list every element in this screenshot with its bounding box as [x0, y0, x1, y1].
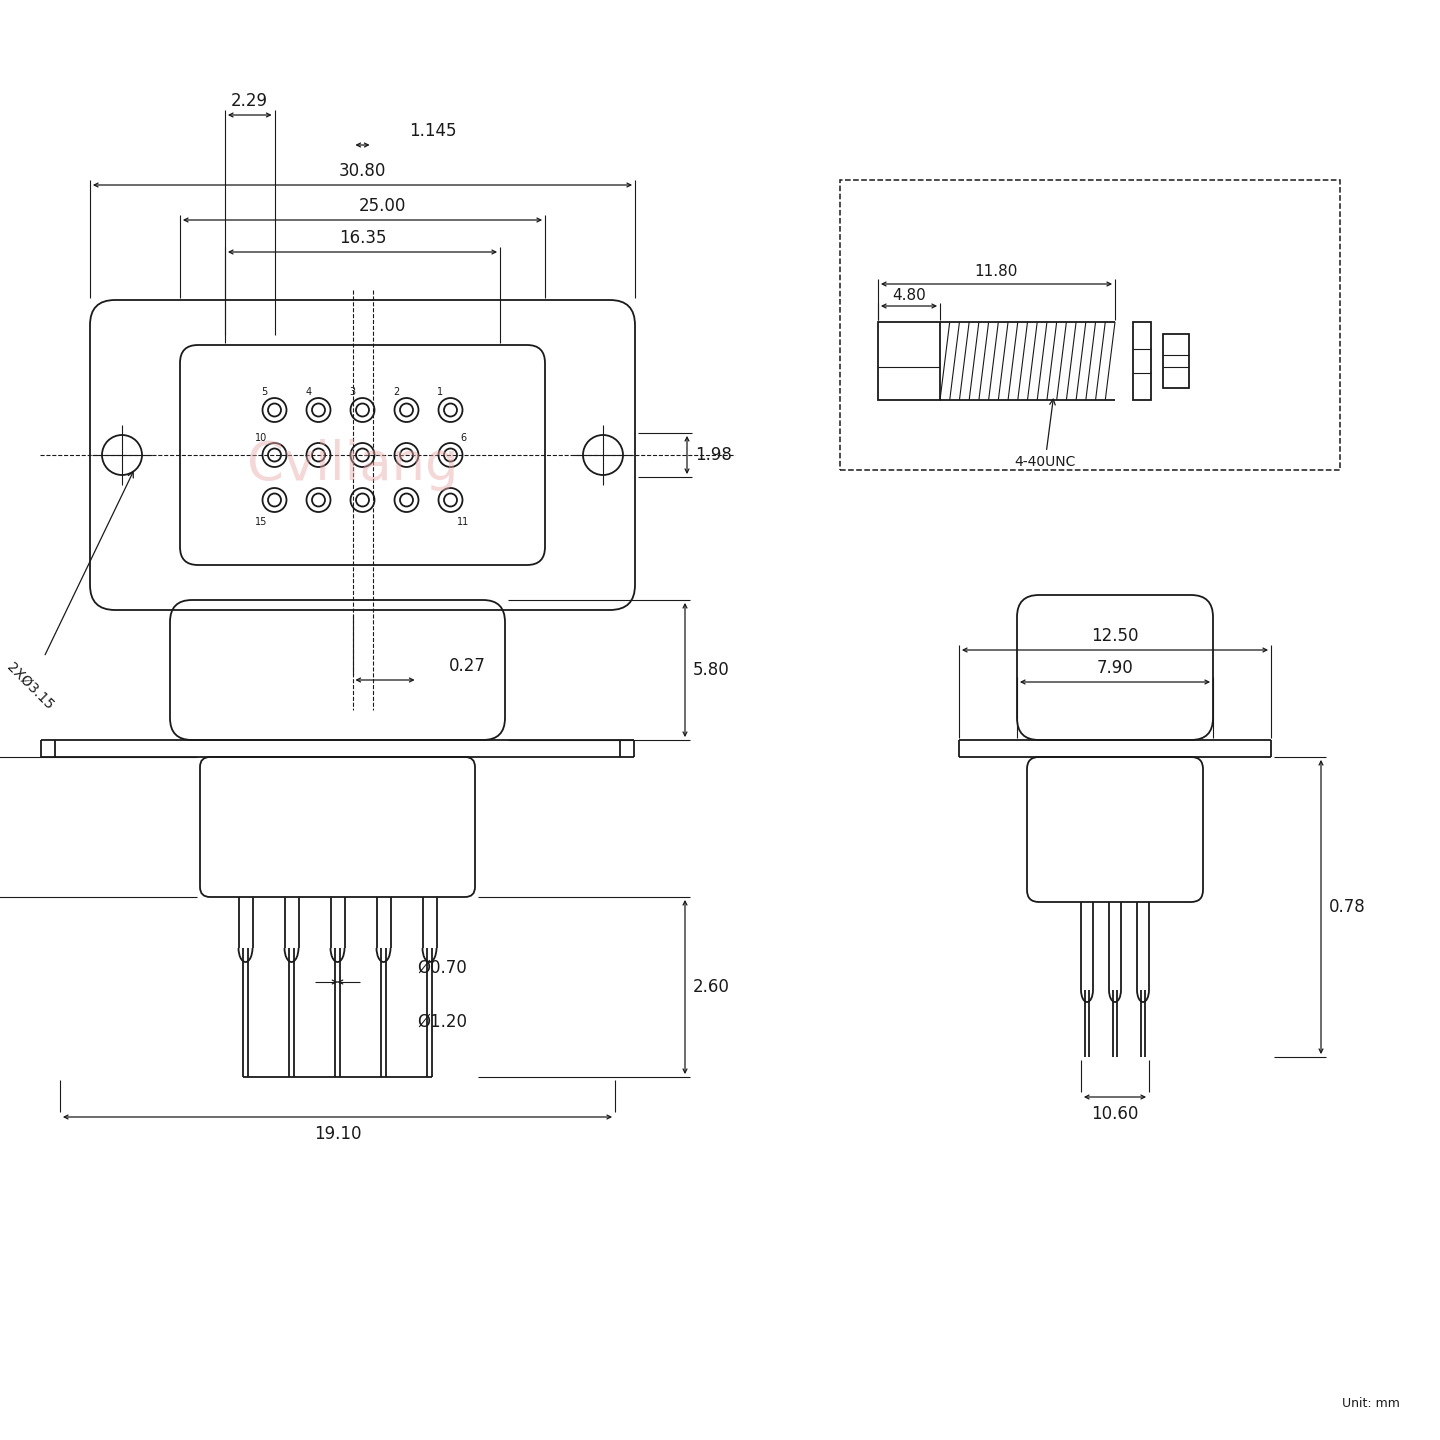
Bar	[1164, 334, 1189, 389]
Text: 0.78: 0.78	[1329, 899, 1365, 916]
Text: 16.35: 16.35	[338, 229, 386, 248]
Text: 30.80: 30.80	[338, 161, 386, 180]
Text: 15: 15	[255, 517, 268, 527]
Text: Unit: mm: Unit: mm	[1342, 1397, 1400, 1410]
Text: 2.60: 2.60	[693, 978, 730, 996]
Text: 6: 6	[461, 433, 467, 444]
Text: 12.50: 12.50	[1092, 626, 1139, 645]
Text: Ø0.70: Ø0.70	[418, 959, 467, 976]
Text: 4-40UNC: 4-40UNC	[1014, 399, 1076, 469]
Bar	[1133, 323, 1151, 400]
Bar	[840, 180, 1341, 469]
Text: 5: 5	[262, 387, 268, 397]
Text: 2.29: 2.29	[232, 92, 268, 109]
Text: 1.145: 1.145	[409, 122, 456, 140]
Text: 25.00: 25.00	[359, 197, 406, 215]
Text: 10.60: 10.60	[1092, 1104, 1139, 1123]
Text: 2: 2	[393, 387, 400, 397]
Text: 11.80: 11.80	[975, 264, 1018, 279]
Bar	[878, 323, 940, 400]
Text: 0.27: 0.27	[449, 657, 485, 675]
Text: 1.98: 1.98	[696, 446, 732, 464]
Text: Ø1.20: Ø1.20	[418, 1012, 468, 1031]
Text: 19.10: 19.10	[314, 1125, 361, 1143]
Text: 5.80: 5.80	[693, 661, 730, 680]
Text: 11: 11	[458, 517, 469, 527]
Text: 3: 3	[350, 387, 356, 397]
Text: 4.80: 4.80	[893, 288, 926, 302]
Text: 7.90: 7.90	[1097, 660, 1133, 677]
Text: 1: 1	[438, 387, 444, 397]
Text: 4: 4	[305, 387, 311, 397]
Text: 10: 10	[255, 433, 268, 444]
Text: Cviliang: Cviliang	[246, 439, 458, 491]
Text: 2XØ3.15: 2XØ3.15	[4, 472, 134, 713]
